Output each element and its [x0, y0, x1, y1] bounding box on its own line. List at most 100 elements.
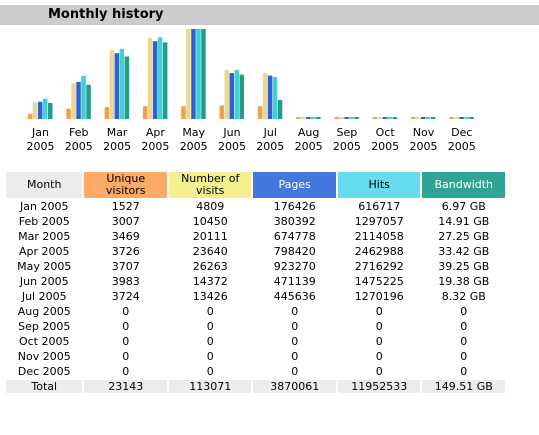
bandwidth-bar [431, 117, 436, 119]
visits-bar [147, 38, 153, 119]
cell-visits: 0 [206, 320, 214, 333]
pages-bar [114, 53, 120, 120]
cell-pages: 0 [291, 365, 299, 378]
x-tick-month: Aug [298, 126, 319, 139]
x-tick-year: 2005 [333, 140, 361, 153]
pages-bar [421, 117, 426, 119]
bandwidth-bar [392, 117, 398, 119]
visitors-bar [28, 113, 33, 119]
visits-bar [454, 117, 459, 119]
cell-pages: 0 [291, 305, 299, 318]
x-tick-month: Oct [376, 126, 396, 139]
cell-pages: 445636 [273, 290, 316, 303]
table-row: Aug 2005 0 0 0 0 0 [6, 305, 505, 318]
hits-bar [311, 117, 316, 119]
x-tick-month: Jan [31, 126, 49, 139]
hits-bar [387, 117, 393, 119]
visitors-bar [449, 117, 454, 119]
col-header-unique-visitors-line2: visitors [105, 184, 146, 197]
table-row: Nov 2005 0 0 0 0 0 [6, 350, 505, 363]
monthly-history-chart: Jan2005Feb2005Mar2005Apr2005May2005Jun20… [27, 29, 476, 153]
cell-unique-visitors: 3469 [111, 230, 140, 243]
visitors-bar [372, 117, 378, 119]
cell-month: Feb 2005 [18, 215, 70, 228]
bandwidth-bar [48, 103, 53, 119]
cell-hits: 2462988 [354, 245, 404, 258]
col-header-month: Month [6, 172, 83, 198]
pages-bar [459, 117, 464, 119]
cell-month: Jan 2005 [20, 200, 69, 213]
bandwidth-bar [86, 84, 91, 119]
col-header-unique-visitors-line1: Unique [106, 172, 146, 185]
cell-visits: 20111 [192, 230, 228, 243]
total-cell-unique-visitors: 23143 [84, 380, 167, 393]
cell-unique-visitors: 0 [122, 320, 130, 333]
cell-hits: 1297057 [354, 215, 404, 228]
pages-bar [306, 117, 311, 119]
cell-hits: 0 [375, 365, 383, 378]
hits-bar [81, 76, 86, 119]
cell-bandwidth: 8.32 GB [441, 290, 486, 303]
pages-bar [152, 41, 158, 120]
x-tick-year: 2005 [218, 140, 246, 153]
total-cell-bandwidth: 149.51 GB [422, 380, 505, 393]
bandwidth-bar [277, 99, 283, 119]
table-total-row: Total 23143 113071 3870061 11952533 149.51 GB [6, 380, 505, 393]
cell-month: Mar 2005 [18, 230, 71, 243]
pages-bar [344, 117, 349, 119]
bandwidth-bar [354, 117, 359, 119]
visits-bar [186, 29, 191, 119]
cell-bandwidth: 0 [460, 320, 468, 333]
hits-bar [43, 98, 48, 119]
cell-bandwidth: 33.42 GB [438, 245, 490, 258]
cell-unique-visitors: 0 [122, 305, 130, 318]
bandwidth-bar [469, 117, 474, 119]
hits-bar [234, 70, 239, 119]
col-header-pages: Pages [253, 172, 336, 198]
total-cell-month: Total [6, 380, 83, 393]
table-row: May 2005 3707 26263 923270 2716292 39.25 GB [6, 260, 505, 273]
cell-month: Jul 2005 [21, 290, 67, 303]
hits-bar [272, 76, 278, 119]
col-header-number-of-visits-line2: visits [196, 184, 225, 197]
visits-bar [377, 117, 383, 119]
table-row: Mar 2005 3469 20111 674778 2114058 27.25 GB [6, 230, 505, 243]
section-title: Monthly history [48, 7, 164, 22]
cell-month: Sep 2005 [18, 320, 71, 333]
cell-hits: 1475225 [354, 275, 404, 288]
hits-bar [119, 49, 125, 119]
monthly-stats-table: Month Unique visitors Number of visits P… [4, 170, 507, 395]
pages-bar [229, 73, 234, 119]
cell-pages: 798420 [273, 245, 316, 258]
col-header-unique-visitors: Unique visitors [84, 172, 167, 198]
table-row: Jan 2005 1527 4809 176426 616717 6.97 GB [6, 200, 505, 213]
visitors-bar [104, 107, 110, 119]
visits-bar [109, 50, 115, 119]
visits-bar [33, 102, 38, 119]
pages-bar [38, 101, 43, 119]
pages-bar [76, 81, 81, 119]
visitors-bar [257, 106, 263, 119]
cell-visits: 14372 [192, 275, 228, 288]
x-tick-year: 2005 [141, 140, 169, 153]
cell-pages: 471139 [273, 275, 316, 288]
cell-hits: 2716292 [354, 260, 404, 273]
pages-bar [382, 117, 388, 119]
hits-bar [196, 29, 201, 119]
x-tick-month: Jul [263, 126, 277, 139]
visitors-bar [142, 106, 148, 119]
cell-unique-visitors: 3007 [111, 215, 140, 228]
col-header-number-of-visits-line1: Number of [181, 172, 240, 185]
cell-visits: 4809 [196, 200, 225, 213]
cell-hits: 0 [375, 305, 383, 318]
x-tick-year: 2005 [256, 140, 284, 153]
cell-visits: 0 [206, 305, 214, 318]
table-row: Dec 2005 0 0 0 0 0 [6, 365, 505, 378]
visitors-bar [334, 117, 339, 119]
bandwidth-bar [162, 42, 168, 119]
total-cell-hits: 11952533 [337, 380, 421, 393]
x-tick-month: May [182, 126, 205, 139]
cell-month: Nov 2005 [17, 350, 71, 363]
hits-bar [349, 117, 354, 119]
pages-bar [191, 29, 196, 119]
